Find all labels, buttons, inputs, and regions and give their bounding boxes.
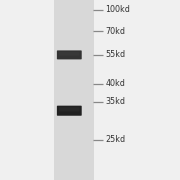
Text: 55kd: 55kd bbox=[105, 50, 125, 59]
FancyBboxPatch shape bbox=[59, 52, 80, 56]
Text: 35kd: 35kd bbox=[105, 97, 125, 106]
Text: 40kd: 40kd bbox=[105, 79, 125, 88]
Text: 70kd: 70kd bbox=[105, 27, 125, 36]
Bar bbox=[54, 0, 94, 180]
Text: 25kd: 25kd bbox=[105, 135, 125, 144]
Text: 100kd: 100kd bbox=[105, 5, 130, 14]
FancyBboxPatch shape bbox=[59, 107, 80, 111]
FancyBboxPatch shape bbox=[57, 106, 82, 116]
FancyBboxPatch shape bbox=[57, 50, 82, 59]
